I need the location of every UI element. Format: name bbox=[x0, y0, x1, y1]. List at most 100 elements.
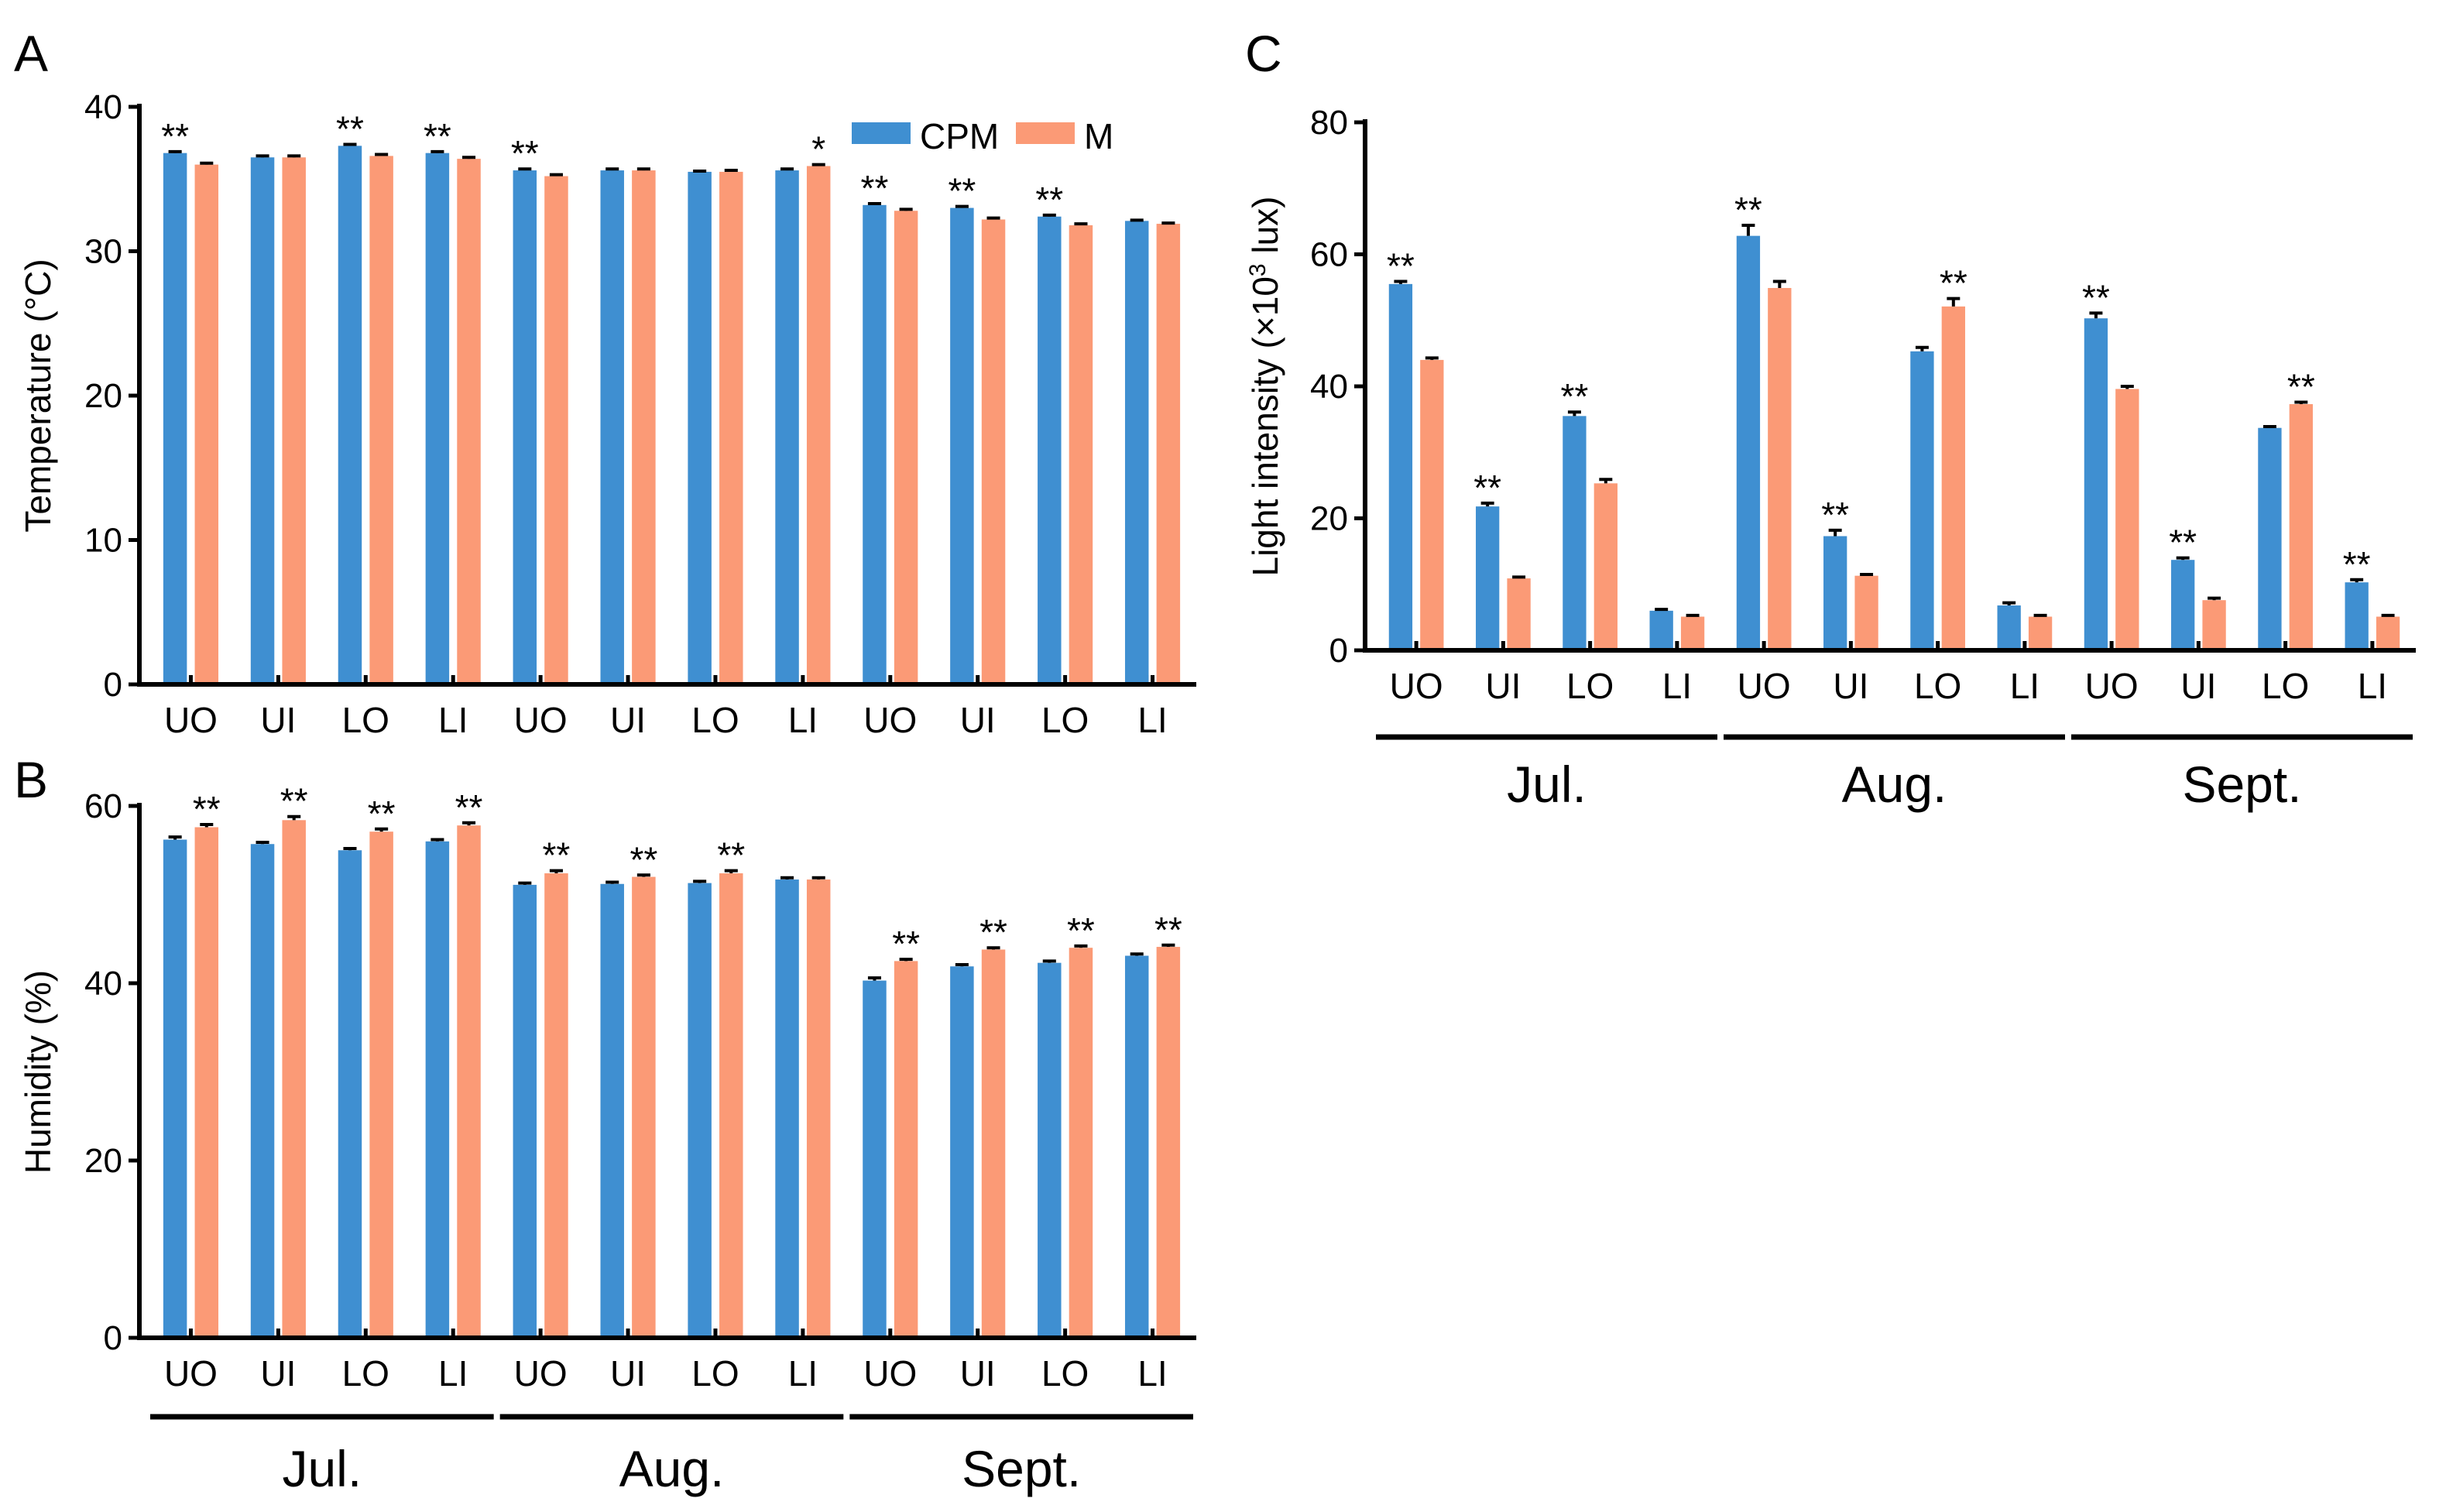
bar-cpm-0 bbox=[1388, 283, 1413, 650]
bar-cpm-3 bbox=[425, 153, 450, 684]
x-tick-label: UO bbox=[164, 700, 218, 740]
x-tick-label: UO bbox=[164, 1353, 218, 1394]
significance-marker: ** bbox=[161, 116, 189, 156]
significance-marker: ** bbox=[511, 133, 539, 173]
bar-m-4 bbox=[544, 873, 568, 1338]
significance-marker: ** bbox=[193, 789, 221, 829]
x-tick-label: LI bbox=[2010, 666, 2039, 706]
x-tick-label: LO bbox=[691, 1353, 739, 1394]
x-tick-label: UI bbox=[610, 700, 646, 740]
panel-label-c: C bbox=[1245, 25, 1282, 82]
y-axis-label-main: Light intensity (×10 bbox=[1245, 276, 1285, 576]
x-tick-label: UO bbox=[863, 1353, 917, 1394]
bar-cpm-5 bbox=[1823, 536, 1847, 650]
bar-cpm-1 bbox=[250, 157, 275, 684]
significance-marker: ** bbox=[280, 781, 308, 821]
x-tick-label: UO bbox=[1390, 666, 1443, 706]
bar-m-8 bbox=[894, 211, 918, 684]
significance-marker: ** bbox=[1561, 376, 1589, 417]
x-tick-label: UI bbox=[1485, 666, 1521, 706]
y-tick-label: 0 bbox=[104, 666, 122, 704]
x-tick-label: UO bbox=[514, 1353, 568, 1394]
bar-cpm-11 bbox=[1124, 955, 1149, 1338]
panel-b: B ** ** ** ** ** ** ** ** ** ** ** 0 20 40 60 UO UI LO LI UO… bbox=[14, 751, 1196, 1497]
y-tick-label: 20 bbox=[84, 377, 122, 415]
group-label-jul: Jul. bbox=[282, 1440, 362, 1497]
legend-swatch-m bbox=[1016, 122, 1075, 144]
bar-m-9 bbox=[981, 949, 1006, 1338]
panel-label-b: B bbox=[14, 751, 48, 808]
y-tick-label: 20 bbox=[84, 1142, 122, 1180]
bar-m-4 bbox=[1768, 287, 1792, 650]
y-tick-label: 60 bbox=[1310, 236, 1348, 274]
y-tick-label: 30 bbox=[84, 233, 122, 271]
y-tick-label: 40 bbox=[84, 88, 122, 126]
x-tick-label: LI bbox=[788, 1353, 818, 1394]
legend-label-cpm: CPM bbox=[920, 116, 999, 156]
bar-m-9 bbox=[981, 219, 1006, 685]
bar-m-1 bbox=[282, 820, 306, 1338]
bar-cpm-4 bbox=[1736, 235, 1761, 650]
significance-marker: ** bbox=[717, 835, 745, 876]
bar-cpm-11 bbox=[1124, 221, 1149, 685]
bar-m-7 bbox=[2028, 616, 2053, 650]
bar-m-6 bbox=[719, 171, 743, 685]
x-tick-label: UI bbox=[2180, 666, 2216, 706]
group-label-aug: Aug. bbox=[619, 1440, 725, 1497]
x-tick-label: LO bbox=[1041, 1353, 1089, 1394]
bar-cpm-6 bbox=[1910, 351, 1934, 650]
x-tick-label: LO bbox=[1041, 700, 1089, 740]
y-axis-label: Light intensity (×103 lux) bbox=[1245, 197, 1285, 577]
bar-cpm-10 bbox=[1038, 216, 1062, 684]
bar-cpm-3 bbox=[425, 841, 450, 1338]
bar-m-11 bbox=[2376, 616, 2400, 650]
x-tick-label: UO bbox=[1738, 666, 1791, 706]
y-axis-label-superscript: 3 bbox=[1245, 263, 1271, 276]
significance-marker: ** bbox=[948, 171, 976, 211]
bar-cpm-1 bbox=[250, 844, 275, 1338]
x-tick-label: LO bbox=[2262, 666, 2309, 706]
group-label-aug: Aug. bbox=[1842, 756, 1947, 813]
y-axis-label: Temperature (°C) bbox=[18, 259, 58, 532]
bar-cpm-4 bbox=[513, 170, 537, 684]
y-tick-label: 20 bbox=[1310, 500, 1348, 538]
y-axis-label: Humidity (%) bbox=[18, 970, 58, 1174]
y-tick-label: 0 bbox=[1329, 632, 1348, 670]
significance-marker: ** bbox=[979, 912, 1007, 952]
x-tick-label: UI bbox=[1833, 666, 1868, 706]
x-tick-label: UO bbox=[863, 700, 917, 740]
bar-cpm-3 bbox=[1649, 610, 1673, 650]
x-tick-label: LO bbox=[342, 1353, 389, 1394]
significance-marker: ** bbox=[1035, 180, 1063, 220]
y-tick-label: 40 bbox=[84, 965, 122, 1003]
bar-m-11 bbox=[1156, 947, 1181, 1338]
x-tick-label: UI bbox=[960, 700, 996, 740]
bar-m-4 bbox=[544, 176, 568, 684]
bar-cpm-0 bbox=[163, 153, 187, 684]
panel-label-a: A bbox=[14, 25, 48, 82]
bar-m-7 bbox=[806, 879, 831, 1338]
bar-cpm-10 bbox=[2258, 427, 2282, 650]
bar-cpm-2 bbox=[338, 850, 362, 1338]
bar-cpm-0 bbox=[163, 839, 187, 1338]
x-tick-label: UI bbox=[260, 1353, 296, 1394]
bar-m-9 bbox=[2202, 600, 2226, 650]
bar-m-6 bbox=[1941, 306, 1965, 650]
bar-m-1 bbox=[282, 157, 306, 684]
bar-m-0 bbox=[194, 827, 219, 1338]
significance-marker: ** bbox=[543, 835, 571, 876]
significance-marker: ** bbox=[1821, 495, 1849, 535]
x-tick-label: LI bbox=[1137, 700, 1167, 740]
bar-cpm-11 bbox=[2345, 582, 2369, 650]
bar-m-5 bbox=[1854, 575, 1878, 650]
bar-m-10 bbox=[2289, 404, 2313, 650]
significance-marker: ** bbox=[1734, 190, 1762, 230]
legend: CPM M bbox=[852, 116, 1113, 156]
significance-marker: ** bbox=[861, 168, 889, 208]
bar-m-3 bbox=[457, 159, 481, 684]
x-tick-label: LI bbox=[2358, 666, 2387, 706]
significance-marker: ** bbox=[1473, 468, 1501, 508]
bar-cpm-6 bbox=[688, 883, 712, 1338]
x-tick-label: LO bbox=[1566, 666, 1614, 706]
